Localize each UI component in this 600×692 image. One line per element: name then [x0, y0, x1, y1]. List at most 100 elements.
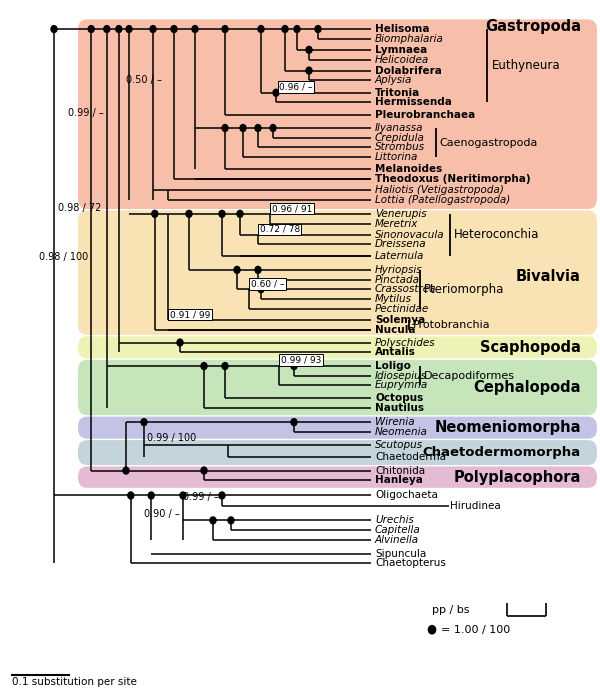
Circle shape — [123, 467, 129, 474]
FancyBboxPatch shape — [78, 336, 597, 358]
Circle shape — [222, 26, 228, 33]
Text: Alvinella: Alvinella — [375, 535, 419, 545]
Circle shape — [210, 517, 216, 524]
Text: Solemya: Solemya — [375, 316, 425, 325]
Text: Urechis: Urechis — [375, 516, 414, 525]
Text: Tritonia: Tritonia — [375, 88, 420, 98]
Circle shape — [237, 210, 243, 217]
Circle shape — [258, 286, 264, 293]
Text: Cephalopoda: Cephalopoda — [473, 380, 581, 395]
Circle shape — [152, 210, 158, 217]
FancyBboxPatch shape — [78, 360, 597, 415]
Text: 0.96 / 91: 0.96 / 91 — [272, 204, 312, 213]
Text: 0.1 substitution per site: 0.1 substitution per site — [12, 677, 137, 686]
Circle shape — [258, 26, 264, 33]
Text: Strombus: Strombus — [375, 143, 425, 152]
Text: Euthyneura: Euthyneura — [492, 60, 560, 72]
Text: Gastropoda: Gastropoda — [485, 19, 581, 34]
Circle shape — [128, 492, 134, 499]
Text: Helisoma: Helisoma — [375, 24, 430, 34]
FancyBboxPatch shape — [78, 417, 597, 439]
Circle shape — [270, 125, 276, 131]
Text: Meretrix: Meretrix — [375, 219, 418, 228]
Text: Protobranchia: Protobranchia — [413, 320, 490, 330]
Text: Antalis: Antalis — [375, 347, 416, 357]
Text: Pteriomorpha: Pteriomorpha — [424, 283, 504, 295]
Text: Sipuncula: Sipuncula — [375, 549, 426, 558]
Text: Littorina: Littorina — [375, 152, 418, 162]
Text: Loligo: Loligo — [375, 361, 411, 371]
Text: 0.91 / 99: 0.91 / 99 — [170, 310, 210, 319]
Circle shape — [291, 363, 297, 370]
Text: 0.98 / 100: 0.98 / 100 — [39, 252, 88, 262]
Text: 0.99 / 93: 0.99 / 93 — [281, 356, 321, 365]
Circle shape — [273, 89, 279, 96]
Text: Hyriopsis: Hyriopsis — [375, 265, 422, 275]
Text: Lottia (Patellogastropoda): Lottia (Patellogastropoda) — [375, 195, 510, 205]
FancyBboxPatch shape — [78, 466, 597, 488]
Text: Sinonovacula: Sinonovacula — [375, 230, 445, 239]
Circle shape — [219, 492, 225, 499]
Circle shape — [255, 266, 261, 273]
Text: Nautilus: Nautilus — [375, 403, 424, 412]
FancyBboxPatch shape — [78, 19, 597, 209]
Text: Oligochaeta: Oligochaeta — [375, 491, 438, 500]
Text: 0.99 / –: 0.99 / – — [183, 492, 219, 502]
Circle shape — [306, 46, 312, 53]
Text: Polyschides: Polyschides — [375, 338, 436, 347]
Text: Pleurobranchaea: Pleurobranchaea — [375, 110, 475, 120]
Text: 0.72 / 78: 0.72 / 78 — [260, 225, 300, 234]
Circle shape — [255, 125, 261, 131]
Text: Crassostrea: Crassostrea — [375, 284, 437, 294]
Text: Euprymna: Euprymna — [375, 381, 428, 390]
Text: Venerupis: Venerupis — [375, 209, 427, 219]
Text: Neomenia: Neomenia — [375, 427, 428, 437]
Text: Polyplacophora: Polyplacophora — [454, 470, 581, 485]
Text: Dolabrifera: Dolabrifera — [375, 66, 442, 75]
Circle shape — [428, 626, 436, 634]
Circle shape — [315, 26, 321, 33]
Text: Scaphopoda: Scaphopoda — [480, 340, 581, 355]
Text: 0.99 / 100: 0.99 / 100 — [147, 433, 196, 443]
Text: Pectinidae: Pectinidae — [375, 304, 429, 313]
Text: Theodoxus (Neritimorpha): Theodoxus (Neritimorpha) — [375, 174, 530, 184]
Text: Melanoides: Melanoides — [375, 164, 442, 174]
Circle shape — [180, 492, 186, 499]
Text: Biomphalaria: Biomphalaria — [375, 34, 444, 44]
FancyBboxPatch shape — [78, 440, 597, 465]
Text: = 1.00 / 100: = 1.00 / 100 — [441, 625, 510, 635]
Circle shape — [192, 26, 198, 33]
Circle shape — [88, 26, 94, 33]
Text: 0.99 / –: 0.99 / – — [68, 108, 104, 118]
Text: Helicoidea: Helicoidea — [375, 55, 429, 64]
Text: Octopus: Octopus — [375, 393, 423, 403]
Text: Mytilus: Mytilus — [375, 294, 412, 304]
Text: 0.60 / –: 0.60 / – — [251, 280, 284, 289]
Circle shape — [104, 26, 110, 33]
Circle shape — [51, 26, 57, 33]
Text: Neomeniomorpha: Neomeniomorpha — [434, 420, 581, 435]
Text: 0.96 / –: 0.96 / – — [279, 82, 313, 91]
Circle shape — [148, 492, 154, 499]
Text: Dreissena: Dreissena — [375, 239, 427, 249]
Text: Aplysia: Aplysia — [375, 75, 412, 85]
Text: Lymnaea: Lymnaea — [375, 45, 427, 55]
FancyBboxPatch shape — [78, 210, 597, 335]
Circle shape — [228, 517, 234, 524]
Circle shape — [126, 26, 132, 33]
Text: Decapodiformes: Decapodiformes — [424, 371, 515, 381]
Text: Nucula: Nucula — [375, 325, 415, 335]
Circle shape — [141, 419, 147, 426]
Text: Chitonida: Chitonida — [375, 466, 425, 475]
Circle shape — [291, 419, 297, 426]
Circle shape — [177, 339, 183, 346]
Text: Ilyanassa: Ilyanassa — [375, 123, 424, 133]
Circle shape — [234, 266, 240, 273]
Text: Crepidula: Crepidula — [375, 133, 425, 143]
Circle shape — [201, 467, 207, 474]
Text: Idiosepius: Idiosepius — [375, 371, 427, 381]
Text: Hermissenda: Hermissenda — [375, 98, 452, 107]
Text: 0.90 / –: 0.90 / – — [144, 509, 180, 519]
Circle shape — [186, 210, 192, 217]
Circle shape — [294, 26, 300, 33]
